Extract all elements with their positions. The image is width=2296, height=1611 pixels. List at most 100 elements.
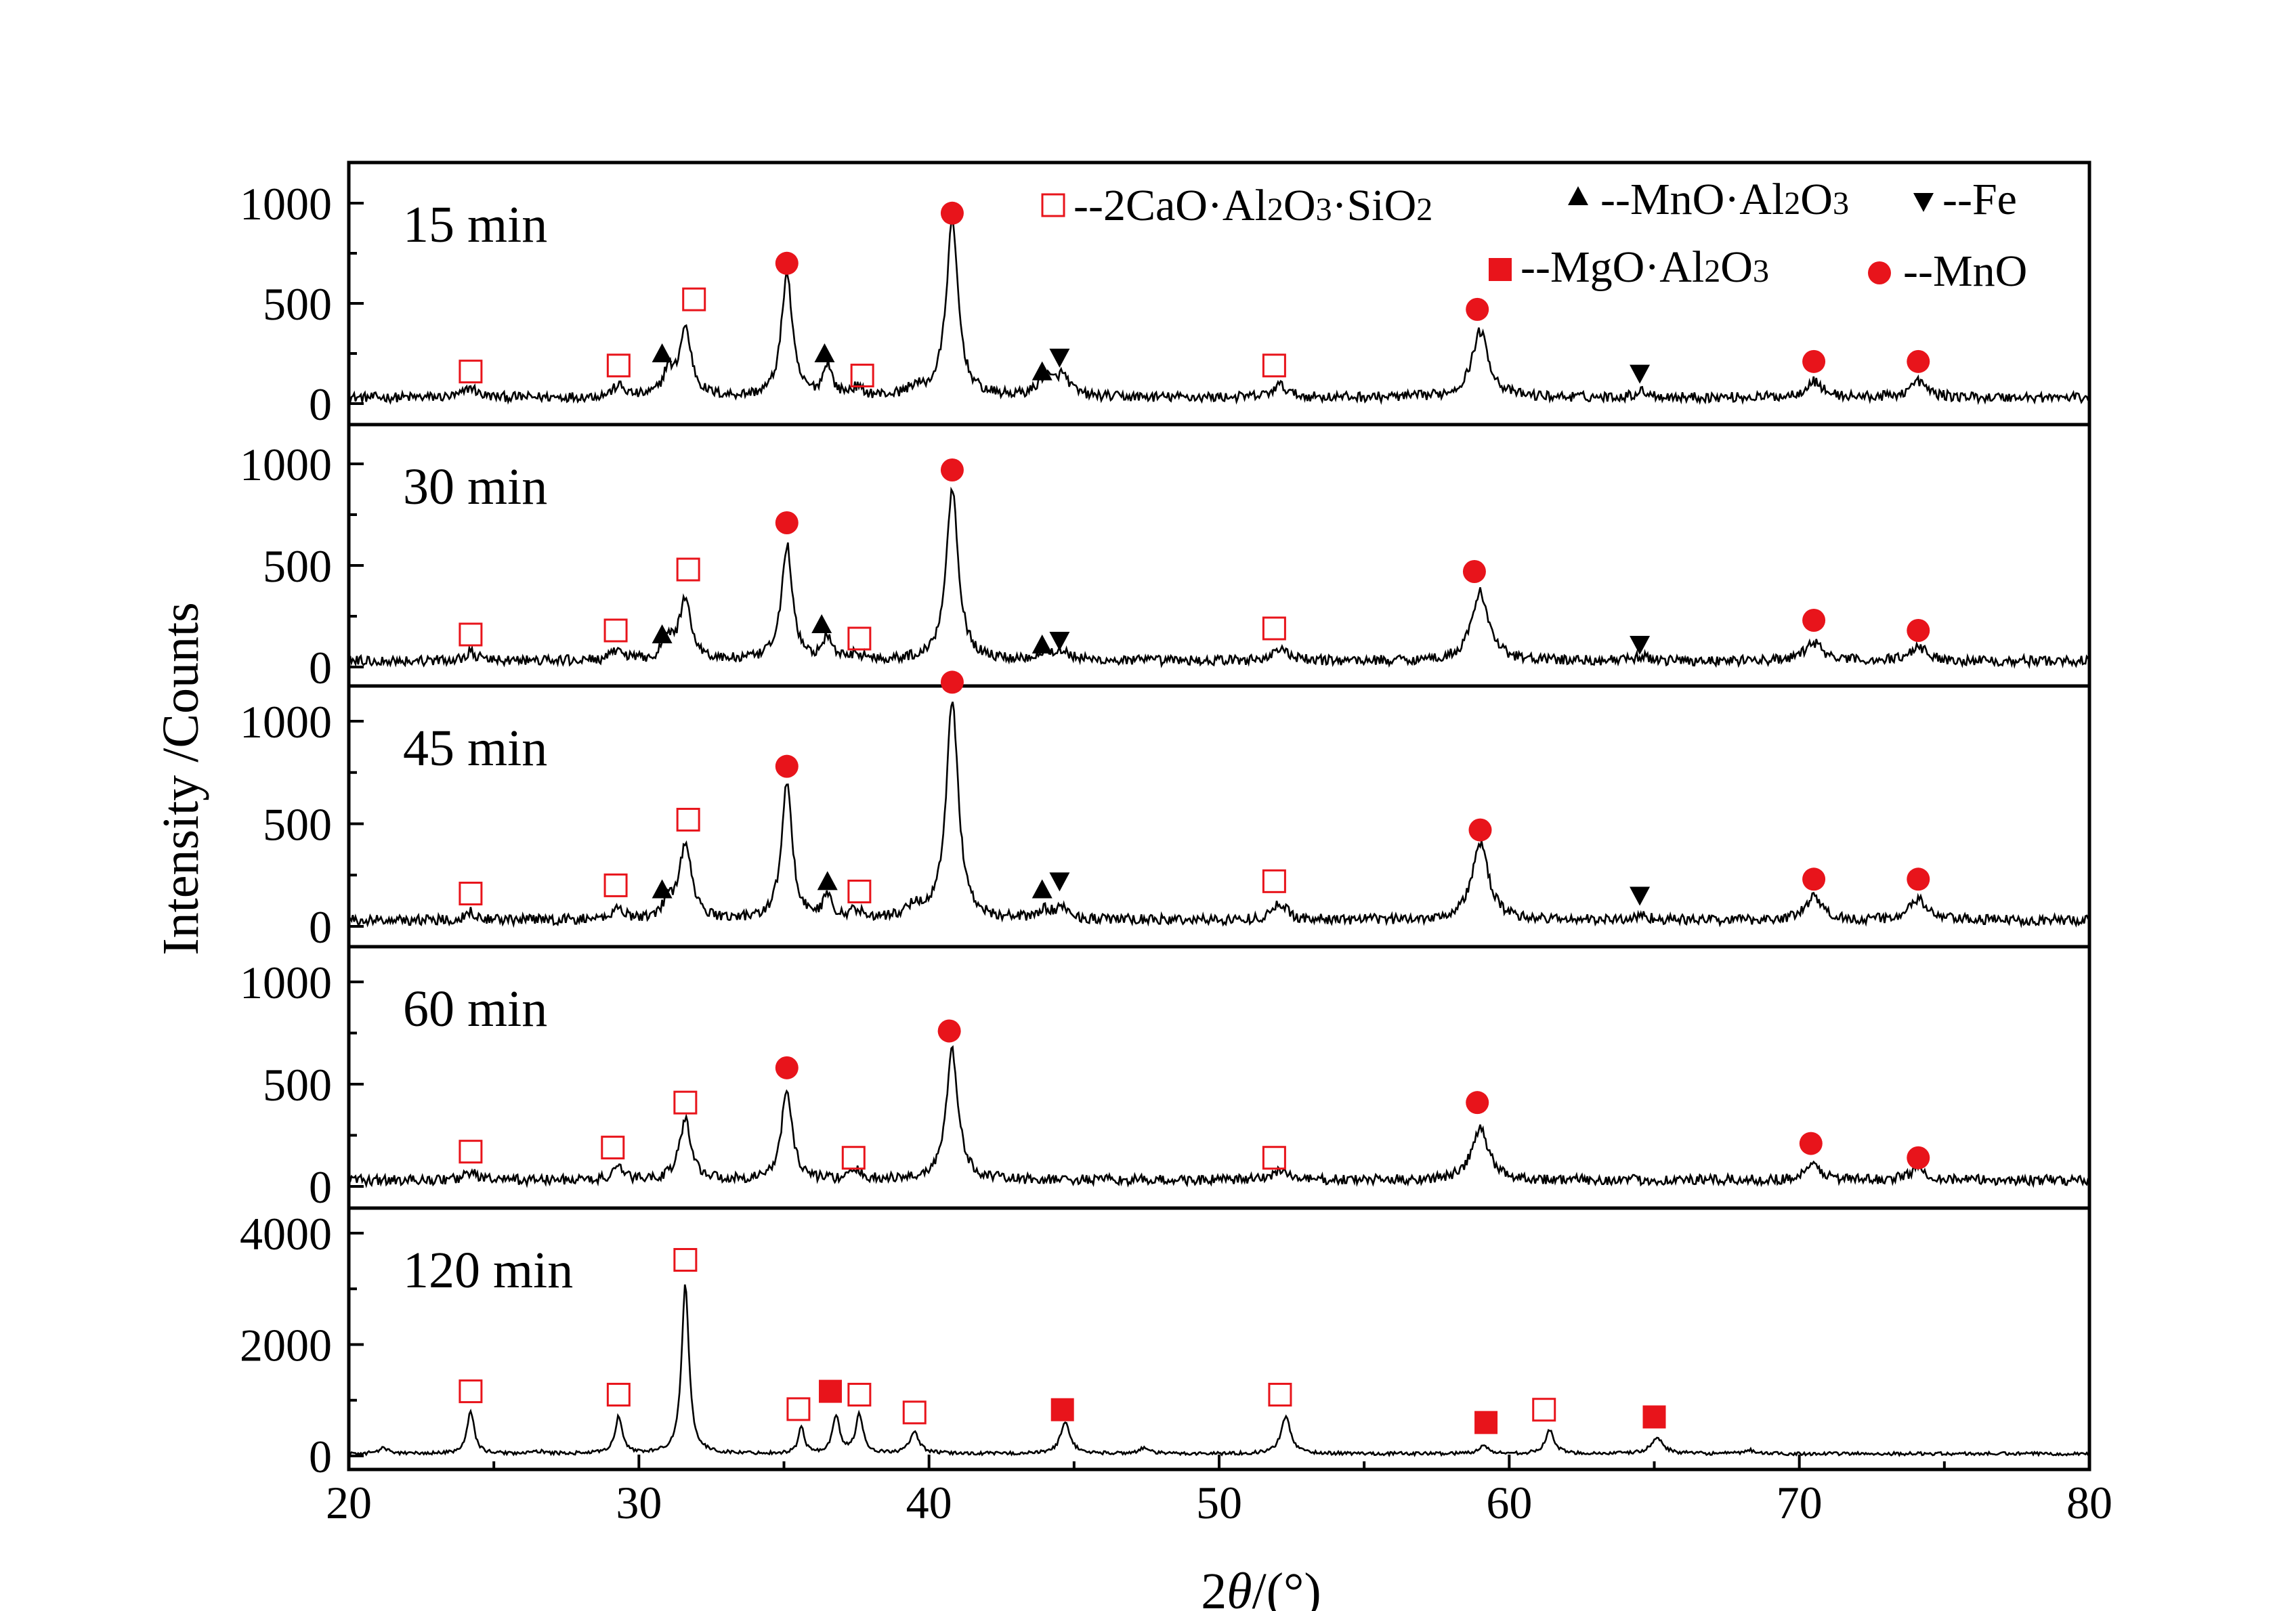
mno-marker bbox=[1802, 867, 1826, 891]
ma-marker bbox=[1032, 879, 1053, 899]
series-label: 15 min bbox=[403, 196, 547, 253]
y-tick-label: 4000 bbox=[240, 1208, 332, 1260]
c2as-marker bbox=[1262, 1146, 1286, 1170]
legend-entry-mno: --MnO bbox=[1903, 246, 2027, 296]
c2as-marker bbox=[1268, 1383, 1292, 1407]
mno-marker bbox=[775, 251, 799, 275]
c2as-marker bbox=[603, 618, 628, 643]
ma-marker bbox=[1032, 361, 1053, 381]
ma-marker bbox=[652, 879, 673, 899]
c2as-marker bbox=[786, 1397, 811, 1421]
y-axes: 0500100005001000050010000500100002000400… bbox=[240, 178, 364, 1482]
plot-border bbox=[347, 160, 2091, 1472]
mga-marker bbox=[1489, 258, 1512, 281]
c2as-marker bbox=[459, 1140, 483, 1164]
trace-120-min bbox=[348, 1284, 2090, 1457]
mno-marker bbox=[1466, 1091, 1489, 1115]
c2as-marker bbox=[1262, 353, 1286, 378]
mga-marker bbox=[1474, 1411, 1498, 1434]
c2as-marker bbox=[841, 1146, 866, 1170]
mga-marker bbox=[1050, 1398, 1074, 1421]
y-tick-label: 1000 bbox=[240, 439, 332, 490]
ma-marker bbox=[814, 343, 835, 362]
c2as-marker bbox=[459, 1379, 483, 1404]
y-tick-label: 500 bbox=[263, 540, 332, 592]
y-tick-label: 500 bbox=[263, 799, 332, 851]
mno-marker bbox=[1802, 349, 1826, 373]
mno-marker bbox=[1868, 261, 1891, 284]
ma-marker bbox=[652, 624, 673, 643]
y-tick-label: 0 bbox=[309, 901, 332, 953]
c2as-marker bbox=[673, 1247, 698, 1272]
x-tick-label: 60 bbox=[1486, 1477, 1532, 1528]
fe-marker bbox=[1913, 193, 1934, 212]
c2as-marker bbox=[850, 364, 874, 388]
y-tick-label: 1000 bbox=[240, 178, 332, 230]
mno-marker bbox=[1462, 560, 1486, 583]
c2as-marker bbox=[682, 287, 706, 312]
series-label: 120 min bbox=[403, 1242, 573, 1299]
ma-marker bbox=[652, 343, 673, 362]
mno-marker bbox=[1466, 297, 1489, 321]
x-tick-label: 30 bbox=[616, 1477, 662, 1528]
c2as-marker bbox=[676, 807, 700, 832]
mno-marker bbox=[1907, 619, 1930, 642]
c2as-marker bbox=[1262, 869, 1286, 893]
mno-marker bbox=[1907, 1146, 1930, 1169]
c2as-marker bbox=[902, 1400, 927, 1425]
ma-marker bbox=[817, 871, 838, 890]
fe-marker bbox=[1049, 348, 1070, 368]
mno-marker bbox=[940, 458, 964, 481]
fe-marker bbox=[1049, 632, 1070, 651]
mno-marker bbox=[775, 754, 799, 778]
y-tick-label: 500 bbox=[263, 1059, 332, 1111]
c2as-marker bbox=[676, 557, 700, 582]
trace-30-min bbox=[347, 486, 2091, 670]
c2as-marker bbox=[1041, 193, 1065, 217]
mno-marker bbox=[1468, 818, 1492, 842]
mno-marker bbox=[775, 511, 799, 534]
y-tick-label: 0 bbox=[309, 1161, 332, 1213]
ma-marker bbox=[1032, 635, 1053, 653]
x-tick-label: 50 bbox=[1196, 1477, 1242, 1528]
fe-marker bbox=[1630, 364, 1651, 384]
c2as-marker bbox=[459, 622, 483, 647]
c2as-marker bbox=[459, 882, 483, 906]
legend-entry-c2as: --2CaO·Al2O3·SiO2 bbox=[1073, 181, 1432, 230]
diffraction-traces bbox=[347, 217, 2091, 1457]
series-labels: 15 min 30 min 45 min 60 min 120 min bbox=[403, 196, 573, 1299]
mno-marker bbox=[937, 1019, 961, 1043]
y-tick-label: 1000 bbox=[240, 696, 332, 748]
c2as-marker bbox=[601, 1136, 625, 1160]
legend-entry-mga: --MgO·Al2O3 bbox=[1521, 242, 1769, 292]
mno-marker bbox=[1907, 349, 1930, 373]
mno-marker bbox=[1799, 1132, 1823, 1155]
mno-marker bbox=[940, 201, 964, 225]
y-tick-label: 500 bbox=[263, 278, 332, 330]
c2as-marker bbox=[606, 353, 631, 378]
x-tick-label: 40 bbox=[906, 1477, 952, 1528]
mno-marker bbox=[940, 670, 964, 694]
fe-marker bbox=[1049, 872, 1070, 892]
fe-marker bbox=[1630, 636, 1651, 655]
mno-marker bbox=[1907, 867, 1930, 891]
trace-60-min bbox=[348, 1045, 2090, 1188]
y-tick-label: 0 bbox=[309, 379, 332, 430]
y-tick-label: 0 bbox=[309, 1431, 332, 1482]
mga-marker bbox=[819, 1379, 843, 1403]
c2as-marker bbox=[606, 1383, 631, 1407]
series-label: 60 min bbox=[403, 981, 547, 1037]
x-axis: 20 30 40 50 60 70 80 bbox=[326, 1455, 2112, 1528]
series-label: 30 min bbox=[403, 458, 547, 515]
c2as-marker bbox=[847, 626, 872, 651]
c2as-marker bbox=[673, 1090, 698, 1115]
c2as-marker bbox=[847, 879, 872, 903]
y-tick-label: 1000 bbox=[240, 957, 332, 1008]
mga-marker bbox=[1642, 1405, 1666, 1429]
x-axis-label: 2θ/(°) bbox=[1201, 1563, 1321, 1611]
legend: --2CaO·Al2O3·SiO2 --MnO·Al2O3 --Fe --MgO·Al… bbox=[1041, 175, 2027, 296]
c2as-marker bbox=[1532, 1398, 1556, 1422]
c2as-marker bbox=[459, 360, 483, 384]
legend-entry-ma: --MnO·Al2O3 bbox=[1600, 175, 1849, 224]
